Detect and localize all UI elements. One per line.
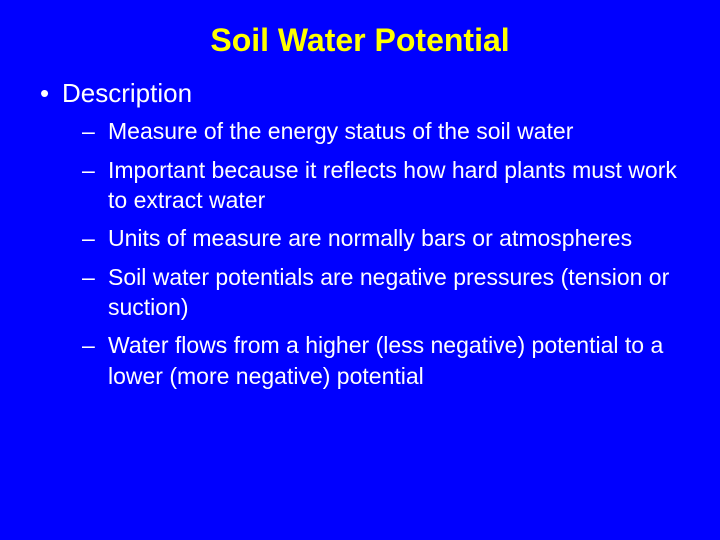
bullet-text: Important because it reflects how hard p… <box>108 157 677 213</box>
slide: Soil Water Potential Description Measure… <box>0 0 720 540</box>
list-item: Soil water potentials are negative press… <box>82 262 680 323</box>
list-item: Units of measure are normally bars or at… <box>82 223 680 253</box>
list-item: Description Measure of the energy status… <box>40 77 680 391</box>
slide-title: Soil Water Potential <box>40 22 680 59</box>
list-item: Measure of the energy status of the soil… <box>82 116 680 146</box>
list-item: Important because it reflects how hard p… <box>82 155 680 216</box>
bullet-text: Measure of the energy status of the soil… <box>108 118 573 144</box>
bullet-list-lvl2: Measure of the energy status of the soil… <box>62 116 680 391</box>
bullet-text: Water flows from a higher (less negative… <box>108 332 663 388</box>
bullet-text: Description <box>62 78 192 108</box>
list-item: Water flows from a higher (less negative… <box>82 330 680 391</box>
bullet-text: Units of measure are normally bars or at… <box>108 225 632 251</box>
bullet-list-lvl1: Description Measure of the energy status… <box>40 77 680 391</box>
bullet-text: Soil water potentials are negative press… <box>108 264 669 320</box>
